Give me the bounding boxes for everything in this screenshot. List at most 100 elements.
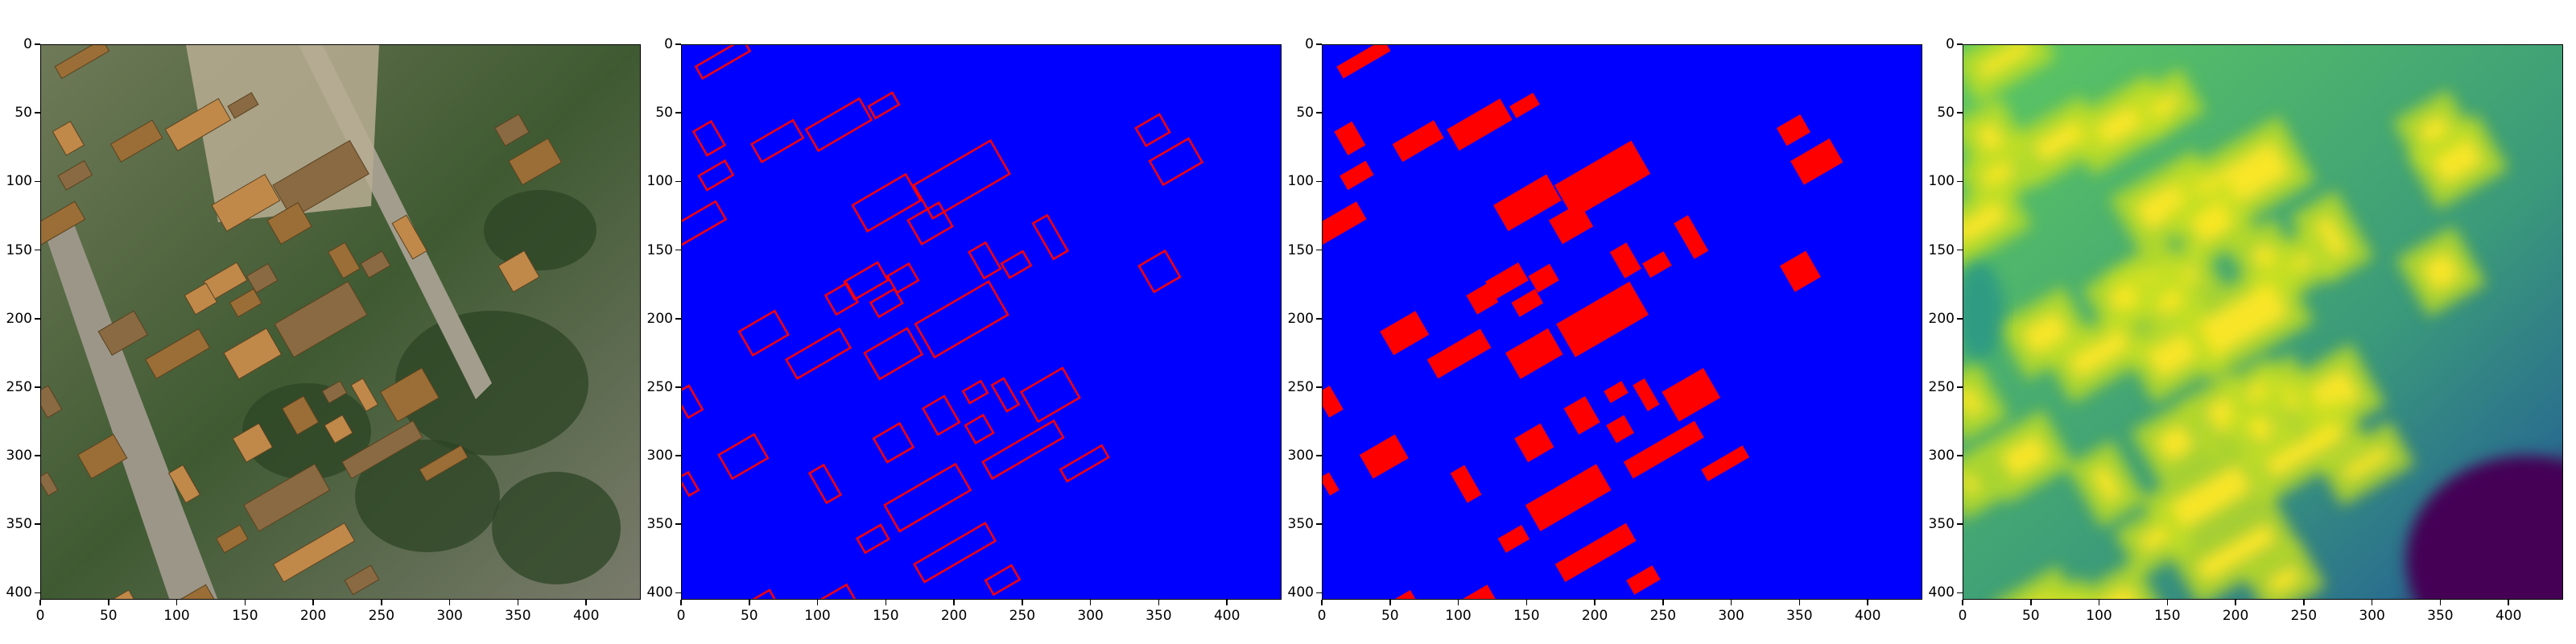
building-footprint [1779,250,1821,292]
building-roof [227,92,259,119]
x-tick-mark [1594,600,1596,605]
x-tick-label: 250 [1649,608,1677,624]
x-tick-mark [175,600,178,605]
y-tick-mark [1316,180,1322,183]
x-tick-mark [1867,600,1868,605]
tree-canopy [484,190,597,270]
x-tick-label: 300 [436,608,463,624]
y-tick-mark [1957,317,1963,320]
y-tick-mark [675,112,681,114]
x-tick-mark [2439,600,2442,605]
x-tick-mark [816,600,819,605]
x-tick-label: 400 [1213,608,1241,624]
building-roof [419,444,469,482]
image-area [1322,44,1922,600]
mask-background [682,45,1281,599]
building-roof [341,420,423,480]
building-footprint [1392,120,1444,163]
x-tick-mark [1798,600,1801,605]
x-tick-label: 150 [873,608,899,624]
road [41,222,218,599]
building-footprint [1528,263,1559,293]
x-tick-label: 300 [2359,608,2385,624]
building-footprint [1394,590,1416,599]
y-tick-mark [1316,386,1322,388]
building-outline [914,279,1009,359]
building-roof [243,463,331,532]
x-tick-mark [448,600,451,605]
y-tick-mark [35,317,40,320]
x-tick-label: 200 [2222,608,2249,624]
building-roof [180,584,215,599]
building-roof [360,250,391,279]
y-tick-label: 400 [1287,584,1314,601]
building-footprint [1604,381,1629,403]
x-tick-label: 0 [1958,608,1967,624]
y-tick-mark [1316,43,1322,45]
building-roof [350,378,379,412]
y-tick-mark [1316,455,1322,456]
y-tick-mark [1316,592,1322,594]
building-roof [97,310,148,356]
y-tick-mark [675,523,681,526]
building-roof [57,159,93,191]
y-tick-mark [35,249,40,251]
x-tick-mark [953,600,955,605]
building-footprint [1701,445,1750,481]
building-footprint [1525,464,1612,531]
x-tick-mark [1662,600,1664,605]
building-outline [851,172,923,233]
x-tick-mark [885,600,887,605]
x-tick-mark [1158,600,1160,605]
building-footprint [1554,522,1637,582]
building-footprint [1505,328,1563,379]
image-area [681,44,1282,600]
building-roof [41,385,63,419]
building-outline-mask-panel-image [682,45,1281,599]
y-tick-label: 250 [6,378,32,395]
y-tick-mark [1957,112,1963,114]
x-tick-label: 350 [2427,608,2454,624]
y-tick-mark [35,180,40,183]
building-footprint [1633,378,1660,411]
x-tick-mark [748,600,750,605]
building-footprint [1606,415,1634,444]
y-tick-label: 350 [646,516,673,533]
building-outline [1134,113,1171,147]
building-outline [843,261,890,301]
y-tick-mark [1957,180,1963,183]
building-footprint [1463,584,1496,599]
building-outline [872,422,915,464]
building-roof [274,281,368,358]
building-outline [824,281,860,316]
building-roof [167,464,201,504]
x-tick-label: 50 [740,608,758,624]
building-roof [497,250,540,293]
tree-canopy [355,440,500,552]
y-tick-label: 150 [1287,242,1314,258]
building-footprint [1323,201,1367,246]
building-outline [682,384,704,419]
heatmap-low-region [2406,456,2562,599]
x-tick-label: 300 [1077,608,1104,624]
building-roof [273,522,356,583]
x-tick-mark [1022,600,1023,605]
building-outline [1059,444,1110,483]
x-tick-mark [1089,600,1092,605]
y-tick-mark [35,112,40,114]
x-tick-label: 350 [505,608,531,624]
y-tick-mark [1316,112,1322,114]
y-tick-label: 300 [6,448,32,464]
building-outline [1000,250,1033,279]
y-tick-mark [1957,249,1963,251]
x-tick-mark [2303,600,2305,605]
building-outline [697,159,735,192]
x-tick-label: 400 [1854,608,1881,624]
y-tick-mark [675,317,681,320]
building-roof [164,97,232,151]
y-tick-mark [1957,386,1963,388]
x-tick-mark [2235,600,2236,605]
building-outline [912,138,1011,221]
x-tick-label: 100 [163,608,190,624]
x-tick-label: 150 [2154,608,2181,624]
